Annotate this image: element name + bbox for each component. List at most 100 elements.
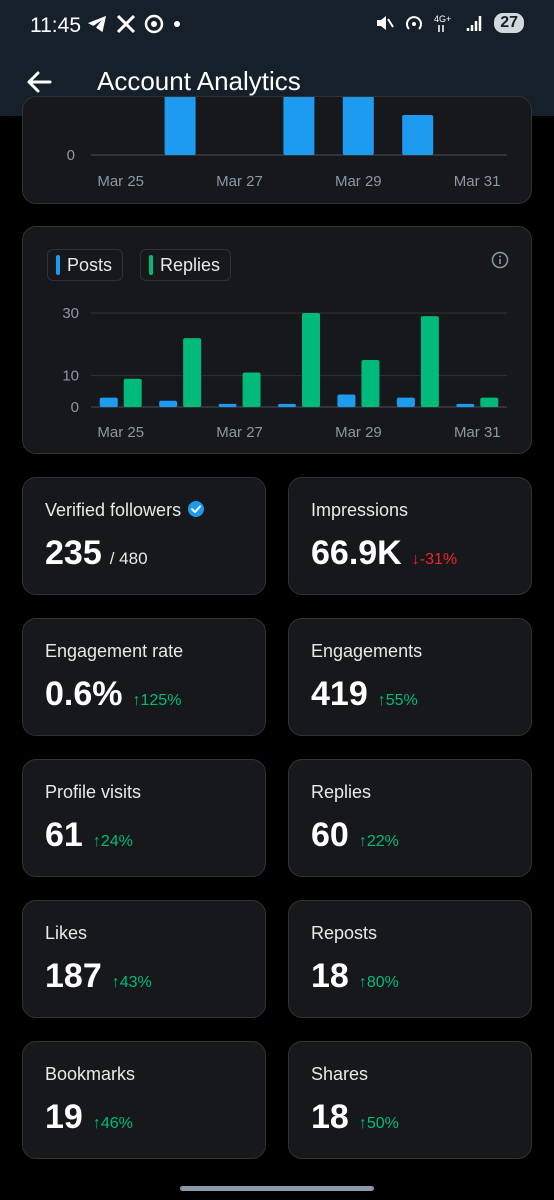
- legend-replies[interactable]: Replies: [140, 249, 232, 281]
- bar-replies[interactable]: [302, 313, 320, 407]
- stat-label-text: Impressions: [311, 500, 409, 520]
- stat-value-text: 19: [45, 1098, 83, 1136]
- stat-label: Profile visits: [45, 782, 141, 803]
- stat-card-likes[interactable]: Likes 187 ↑43%: [22, 900, 266, 1018]
- x-tick-label: Mar 29: [335, 424, 382, 441]
- stat-card-verified-followers[interactable]: Verified followers 235 / 480: [22, 477, 266, 595]
- stat-value: 19 ↑46%: [45, 1098, 133, 1137]
- arrow-up-icon: ↑: [377, 692, 386, 709]
- stat-value-text: 60: [311, 816, 349, 854]
- bar[interactable]: [283, 97, 315, 155]
- legend-posts-swatch: [56, 255, 60, 275]
- stat-label: Engagements: [311, 641, 422, 662]
- info-icon[interactable]: [491, 251, 509, 269]
- stat-value: 419 ↑55%: [311, 675, 418, 714]
- arrow-left-icon[interactable]: [22, 64, 58, 100]
- legend-posts[interactable]: Posts: [47, 249, 124, 281]
- battery-indicator: 27: [494, 13, 524, 33]
- bar-posts[interactable]: [396, 397, 415, 407]
- stat-value: 66.9K ↓-31%: [311, 534, 457, 573]
- bar-replies[interactable]: [123, 378, 142, 407]
- arrow-up-icon: ↑: [358, 974, 367, 991]
- arrow-up-icon: ↑: [358, 833, 367, 850]
- bar-replies[interactable]: [480, 397, 499, 407]
- record-icon: [144, 14, 164, 34]
- bar-replies[interactable]: [420, 316, 439, 407]
- stat-label-text: Replies: [311, 782, 372, 802]
- impressions-chart-card: 0 Mar 25 Mar 27 Mar 29 Mar 31: [22, 96, 532, 204]
- stat-value: 18 ↑50%: [311, 1098, 399, 1137]
- stat-change: ↑50%: [359, 1115, 399, 1132]
- bar[interactable]: [342, 97, 374, 155]
- status-time: 11:45: [30, 14, 81, 37]
- stat-label: Likes: [45, 923, 87, 944]
- stat-label-text: Likes: [45, 923, 88, 943]
- stat-change-value: 24%: [100, 833, 133, 850]
- stat-value-text: 18: [311, 957, 349, 995]
- stat-change: ↑80%: [359, 974, 399, 991]
- stat-change-value: 46%: [100, 1115, 133, 1132]
- y-tick-label: 0: [71, 399, 79, 416]
- stat-change: ↑24%: [93, 833, 133, 850]
- signal-icon: [466, 16, 482, 31]
- stat-label: Reposts: [311, 923, 377, 944]
- legend-replies-swatch: [149, 255, 153, 275]
- x-logo-icon: [116, 14, 136, 34]
- stat-card-impressions[interactable]: Impressions 66.9K ↓-31%: [288, 477, 532, 595]
- stat-card-reposts[interactable]: Reposts 18 ↑80%: [288, 900, 532, 1018]
- x-tick-label: Mar 27: [216, 424, 263, 441]
- legend-replies-label: Replies: [160, 254, 221, 275]
- home-indicator: [180, 1186, 374, 1191]
- bar[interactable]: [164, 97, 196, 155]
- telegram-icon: [87, 15, 107, 33]
- bar-replies[interactable]: [183, 338, 202, 407]
- stat-change: ↑43%: [112, 974, 152, 991]
- stat-card-profile-visits[interactable]: Profile visits 61 ↑24%: [22, 759, 266, 877]
- x-tick-label: Mar 31: [454, 424, 501, 441]
- stat-value-text: 235: [45, 534, 102, 572]
- stat-value-text: 187: [45, 957, 102, 995]
- x-tick-label: Mar 25: [97, 173, 144, 190]
- bar[interactable]: [402, 115, 434, 155]
- mute-icon: [377, 16, 395, 30]
- hotspot-icon: [406, 16, 423, 30]
- bar-posts[interactable]: [456, 403, 475, 407]
- arrow-up-icon: ↑: [132, 692, 141, 709]
- stat-value: 235 / 480: [45, 534, 148, 573]
- stat-card-bookmarks[interactable]: Bookmarks 19 ↑46%: [22, 1041, 266, 1159]
- stat-value-text: 61: [45, 816, 83, 854]
- bar-posts[interactable]: [278, 403, 296, 407]
- y-tick-label: 0: [67, 147, 75, 164]
- stat-card-shares[interactable]: Shares 18 ↑50%: [288, 1041, 532, 1159]
- network-4g-icon: 4G+: [434, 14, 451, 32]
- stat-card-replies[interactable]: Replies 60 ↑22%: [288, 759, 532, 877]
- arrow-up-icon: ↑: [358, 1115, 367, 1132]
- stat-value-text: 419: [311, 675, 368, 713]
- y-tick-label: 30: [62, 305, 79, 322]
- bar-posts[interactable]: [337, 394, 356, 407]
- x-tick-label: Mar 25: [97, 424, 144, 441]
- stat-value-text: 66.9K: [311, 534, 402, 572]
- stat-label-text: Bookmarks: [45, 1064, 136, 1084]
- stat-value: 187 ↑43%: [45, 957, 152, 996]
- y-tick-label: 10: [62, 368, 79, 385]
- arrow-up-icon: ↑: [92, 833, 101, 850]
- legend-posts-label: Posts: [67, 254, 113, 275]
- stat-label-text: Verified followers: [45, 500, 182, 520]
- stat-label-text: Engagement rate: [45, 641, 184, 661]
- stat-change: ↓-31%: [412, 551, 457, 568]
- status-bar: 11:45 4G+ 27: [0, 0, 554, 52]
- stat-card-engagements[interactable]: Engagements 419 ↑55%: [288, 618, 532, 736]
- bar-posts[interactable]: [218, 403, 237, 407]
- stat-change: ↑46%: [93, 1115, 133, 1132]
- bar-replies[interactable]: [361, 360, 380, 407]
- stat-card-engagement-rate[interactable]: Engagement rate 0.6% ↑125%: [22, 618, 266, 736]
- bar-posts[interactable]: [99, 397, 118, 407]
- stat-change-value: 43%: [119, 974, 152, 991]
- arrow-down-icon: ↓: [411, 551, 420, 568]
- stat-label: Engagement rate: [45, 641, 183, 662]
- bar-replies[interactable]: [242, 372, 261, 407]
- x-tick-label: Mar 29: [335, 173, 382, 190]
- stat-change-value: 22%: [366, 833, 399, 850]
- bar-posts[interactable]: [159, 400, 178, 407]
